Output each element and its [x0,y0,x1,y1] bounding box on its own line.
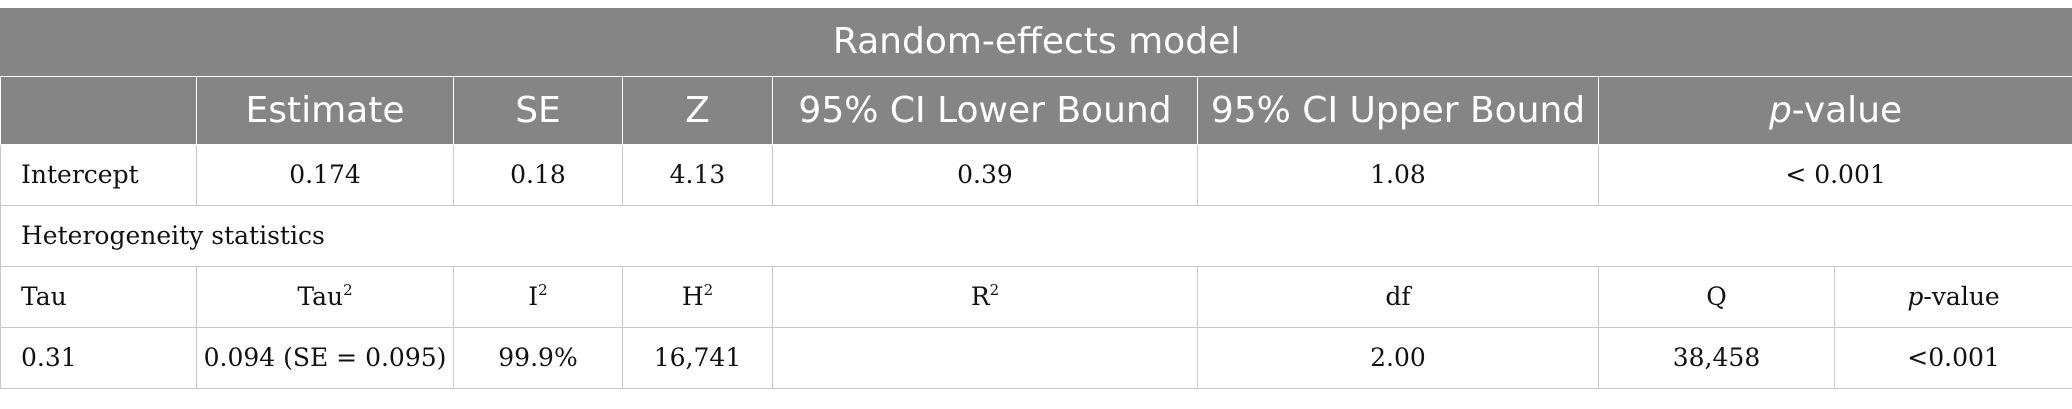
heterogeneity-label: Heterogeneity statistics [0,204,2072,267]
header-z: Z [622,75,773,145]
het-header-p-value: p-value [1833,265,2072,328]
column-header-row: Estimate SE Z 95% CI Lower Bound 95% CI … [0,75,2072,145]
het-header-tau2: Tau2 [196,265,454,328]
header-ci-lower: 95% CI Lower Bound [772,75,1198,145]
het-header-r2-sup: 2 [989,281,1000,299]
het-header-r2: R2 [772,265,1198,328]
header-p-value: p-value [1597,75,2072,145]
table-title-row: Random-effects model [0,8,2072,77]
het-header-h2-sup: 2 [703,281,714,299]
heterogeneity-header-row: Tau Tau2 I2 H2 R2 df Q p-value [0,265,2072,328]
het-header-h2-base: H [681,282,704,311]
intercept-ci-upper: 1.08 [1197,143,1599,206]
het-header-p-letter: p [1907,282,1924,311]
het-value-df: 2.00 [1197,326,1599,389]
het-header-q: Q [1598,265,1835,328]
intercept-label: Intercept [0,143,197,206]
het-header-p-suffix: -value [1923,282,2000,311]
het-value-tau: 0.31 [0,326,197,389]
intercept-estimate: 0.174 [196,143,454,206]
table-title: Random-effects model [0,8,2072,77]
het-value-p-value: <0.001 [1833,326,2072,389]
het-value-tau2: 0.094 (SE = 0.095) [196,326,454,389]
het-value-r2 [772,326,1198,389]
het-header-tau2-sup: 2 [343,281,353,299]
intercept-row: Intercept 0.174 0.18 4.13 0.39 1.08 < 0.… [0,143,2072,206]
header-empty-cell [0,75,197,145]
header-ci-upper: 95% CI Upper Bound [1197,75,1599,145]
het-value-q: 38,458 [1598,326,1835,389]
heterogeneity-label-row: Heterogeneity statistics [0,204,2072,267]
het-header-tau: Tau [0,265,197,328]
het-header-i2: I2 [453,265,623,328]
intercept-p-value: < 0.001 [1597,143,2072,206]
intercept-ci-lower: 0.39 [772,143,1198,206]
intercept-se: 0.18 [453,143,623,206]
het-header-df: df [1197,265,1599,328]
heterogeneity-values-row: 0.31 0.094 (SE = 0.095) 99.9% 16,741 2.0… [0,326,2072,389]
intercept-z: 4.13 [622,143,773,206]
het-value-i2: 99.9% [453,326,623,389]
header-estimate: Estimate [196,75,454,145]
random-effects-table: Random-effects model Estimate SE Z 95% C… [0,8,2072,389]
het-value-h2: 16,741 [622,326,773,389]
het-header-h2: H2 [622,265,773,328]
het-header-r2-base: R [970,282,990,311]
het-header-tau2-base: Tau [297,282,344,311]
header-se: SE [453,75,623,145]
header-p-suffix: -value [1791,89,1903,131]
header-p-letter: p [1768,89,1792,131]
het-header-i2-sup: 2 [538,281,548,299]
het-header-i2-base: I [528,282,539,311]
